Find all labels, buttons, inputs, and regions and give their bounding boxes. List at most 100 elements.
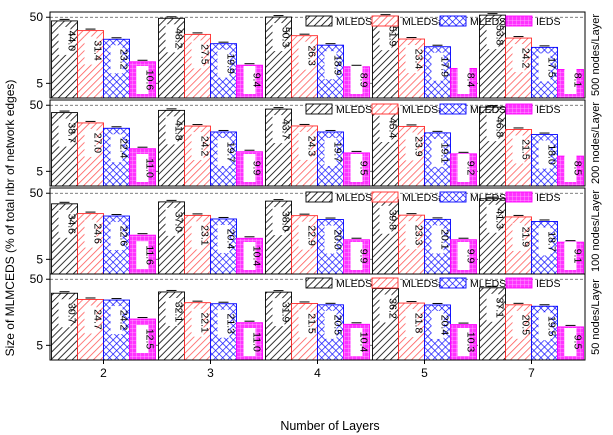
value-label-bg: [58, 118, 71, 147]
value-label-bg: [84, 36, 97, 65]
value-label-bg: [217, 49, 230, 78]
value-label-bg: [324, 137, 337, 166]
value-label: 41.3: [494, 209, 506, 230]
value-label: 23.4: [413, 49, 425, 70]
value-label-bg: [350, 242, 363, 270]
value-label-bg: [512, 222, 525, 251]
value-label-bg: [110, 134, 123, 163]
value-label-bg: [538, 140, 551, 169]
x-tick-label: 4: [314, 366, 321, 380]
legend-swatch: [505, 15, 533, 27]
value-label: 51.9: [387, 26, 399, 47]
value-label: 9.4: [251, 73, 263, 88]
y-tick-label: 50: [30, 98, 44, 112]
value-label: 10.3: [465, 332, 477, 353]
value-label: 11.6: [144, 245, 156, 265]
legend-label: MLEDS#2: [402, 278, 450, 290]
value-label: 48.2: [173, 28, 185, 49]
panel-side-label: 200 nodes/Layer: [590, 102, 602, 184]
value-label-bg: [379, 114, 392, 143]
legend-swatch: [439, 191, 467, 203]
value-label: 23.1: [199, 225, 211, 246]
panel-frame: [49, 11, 586, 99]
value-label: 9.2: [465, 161, 477, 176]
value-label-bg: [379, 294, 392, 323]
value-label: 9.5: [358, 161, 370, 176]
panel-3: 5 50 34.6 37.0 38.0 39.8 41.3 24.6 23.1 22.9 23.3 2…: [30, 186, 602, 275]
legend-swatch: [305, 15, 333, 27]
value-label-bg: [431, 52, 444, 81]
value-label: 19.9: [225, 53, 237, 74]
value-label: 41.8: [173, 120, 185, 141]
value-label: 8.5: [572, 161, 584, 176]
value-label: 21.5: [520, 139, 532, 160]
value-label: 9.9: [358, 249, 370, 264]
y-tick-label: 50: [30, 10, 44, 24]
legend-swatch: [371, 191, 399, 203]
value-label: 20.0: [332, 229, 344, 250]
value-label-bg: [136, 66, 149, 94]
value-label: 20.1: [439, 229, 451, 250]
panel-1: 5 50 44.0 48.2 50.3 51.9 53.8 31.4 27.5 26.3 23.4 2…: [30, 10, 602, 99]
value-label: 31.4: [92, 40, 104, 61]
value-label-bg: [84, 305, 97, 334]
value-label-bg: [298, 131, 311, 160]
value-label-bg: [538, 312, 551, 341]
y-tick-label: 5: [36, 164, 43, 178]
value-label-bg: [217, 137, 230, 166]
value-label-bg: [110, 45, 123, 74]
legend-label: MLEDS#2: [402, 192, 450, 204]
bar: [158, 109, 185, 187]
value-label-bg: [110, 306, 123, 335]
legend-swatch: [305, 277, 333, 289]
value-label: 24.2: [199, 136, 211, 157]
value-label: 9.9: [465, 249, 477, 264]
value-label-bg: [136, 241, 149, 270]
value-label: 20.5: [520, 315, 532, 336]
value-label-bg: [58, 209, 71, 238]
value-label: 8.1: [572, 73, 584, 88]
value-label-bg: [84, 219, 97, 248]
value-label: 37.1: [494, 298, 506, 319]
value-label: 22.6: [118, 226, 130, 247]
legend-swatch: [371, 103, 399, 115]
value-label: 20.4: [225, 229, 237, 250]
value-label-bg: [486, 204, 499, 233]
value-label: 8.4: [465, 73, 477, 88]
legend-label: MLEDS#2: [402, 16, 450, 28]
value-label: 10.4: [358, 332, 370, 353]
value-label-bg: [324, 310, 337, 339]
value-label-bg: [165, 116, 178, 145]
value-label-bg: [405, 309, 418, 338]
value-label: 11.0: [144, 158, 156, 178]
legend-label: IEDS: [536, 278, 561, 290]
legend-swatch: [439, 15, 467, 27]
value-label: 34.6: [66, 214, 78, 235]
value-label-bg: [538, 53, 551, 82]
bar: [479, 287, 506, 361]
value-label-bg: [191, 221, 204, 250]
value-label-bg: [538, 227, 551, 256]
x-tick-label: 5: [421, 366, 428, 380]
value-label: 8.9: [358, 73, 370, 88]
y-axis-label: Size of MLMCEDS (% of total nbr of netwo…: [3, 80, 17, 357]
legend-swatch: [371, 277, 399, 289]
value-label-bg: [405, 45, 418, 74]
value-label: 24.7: [92, 309, 104, 330]
panel-frame: [49, 99, 586, 187]
value-label-bg: [191, 132, 204, 161]
value-label: 17.5: [546, 57, 558, 78]
value-label-bg: [431, 310, 444, 339]
panel-side-label: 50 nodes/Layer: [590, 279, 602, 355]
value-label-bg: [84, 128, 97, 157]
y-tick-label: 5: [36, 76, 43, 90]
value-label: 9.1: [572, 249, 584, 264]
value-label: 23.3: [413, 225, 425, 246]
value-label: 38.7: [66, 122, 78, 143]
value-label: 20.4: [439, 315, 451, 336]
value-label: 19.7: [225, 142, 237, 163]
value-label: 30.7: [66, 303, 78, 324]
value-label: 9.5: [572, 335, 584, 350]
value-label-bg: [350, 154, 363, 182]
